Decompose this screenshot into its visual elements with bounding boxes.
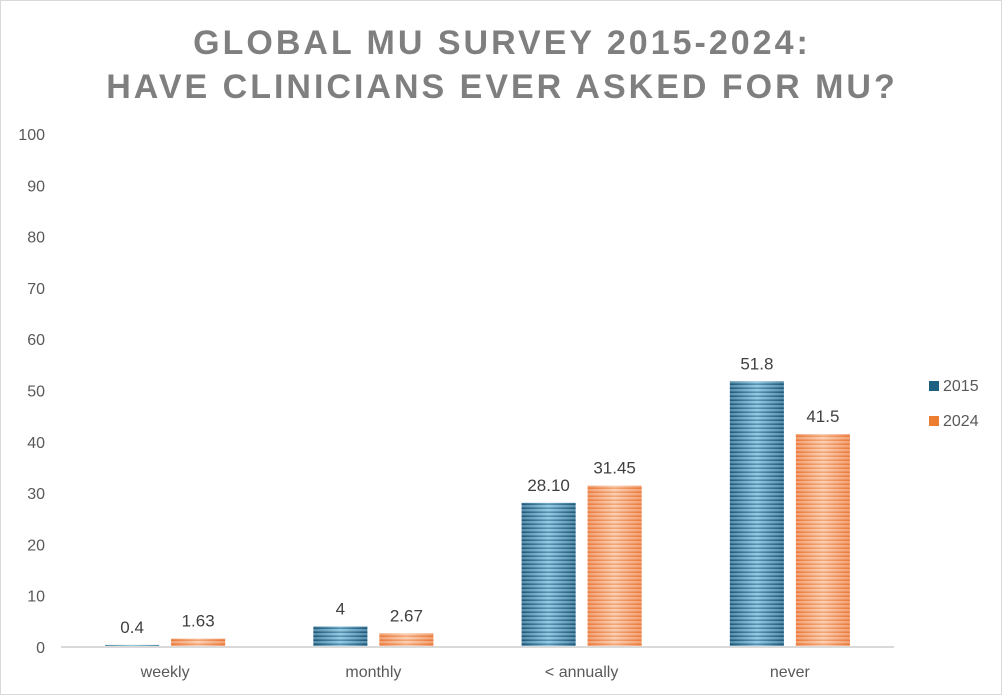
y-tick-label: 50 [27, 384, 45, 401]
y-tick-label: 20 [27, 537, 45, 554]
y-tick-label: 100 [18, 127, 45, 144]
legend-label: 2024 [943, 413, 979, 430]
data-label: 1.63 [182, 612, 215, 631]
x-tick-label: never [770, 664, 811, 681]
y-tick-label: 40 [27, 435, 45, 452]
data-label: 4 [336, 599, 345, 618]
x-tick-label: weekly [140, 664, 190, 681]
y-tick-label: 90 [27, 178, 45, 195]
y-tick-label: 10 [27, 589, 45, 606]
legend-swatch [929, 381, 939, 391]
data-label: 2.67 [390, 606, 423, 625]
data-label: 28.10 [527, 476, 570, 495]
bar-2024-annually [587, 485, 642, 647]
bar-2015-annually [521, 502, 576, 647]
bar-2015-weekly [105, 644, 160, 647]
y-tick-label: 30 [27, 486, 45, 503]
data-label: 0.4 [120, 618, 144, 637]
legend-item-2024: 2024 [929, 413, 979, 431]
bar-2024-weekly [171, 638, 226, 647]
data-label: 31.45 [593, 459, 636, 478]
y-tick-label: 60 [27, 332, 45, 349]
bar-2024-never [795, 434, 850, 647]
chart-title: GLOBAL MU SURVEY 2015-2024: HAVE CLINICI… [106, 24, 898, 106]
x-tick-label: < annually [545, 664, 618, 681]
x-tick-label: monthly [345, 664, 401, 681]
legend-swatch [929, 416, 939, 426]
y-tick-label: 70 [27, 281, 45, 298]
bar-2024-monthly [379, 633, 434, 647]
y-tick-label: 80 [27, 230, 45, 247]
y-tick-label: 0 [36, 640, 45, 657]
data-label: 41.5 [806, 407, 839, 426]
legend-item-2015: 2015 [929, 378, 979, 396]
bar-2015-monthly [313, 626, 368, 647]
data-label: 51.8 [740, 354, 773, 373]
bar-2015-never [729, 381, 784, 647]
legend-label: 2015 [943, 378, 979, 395]
